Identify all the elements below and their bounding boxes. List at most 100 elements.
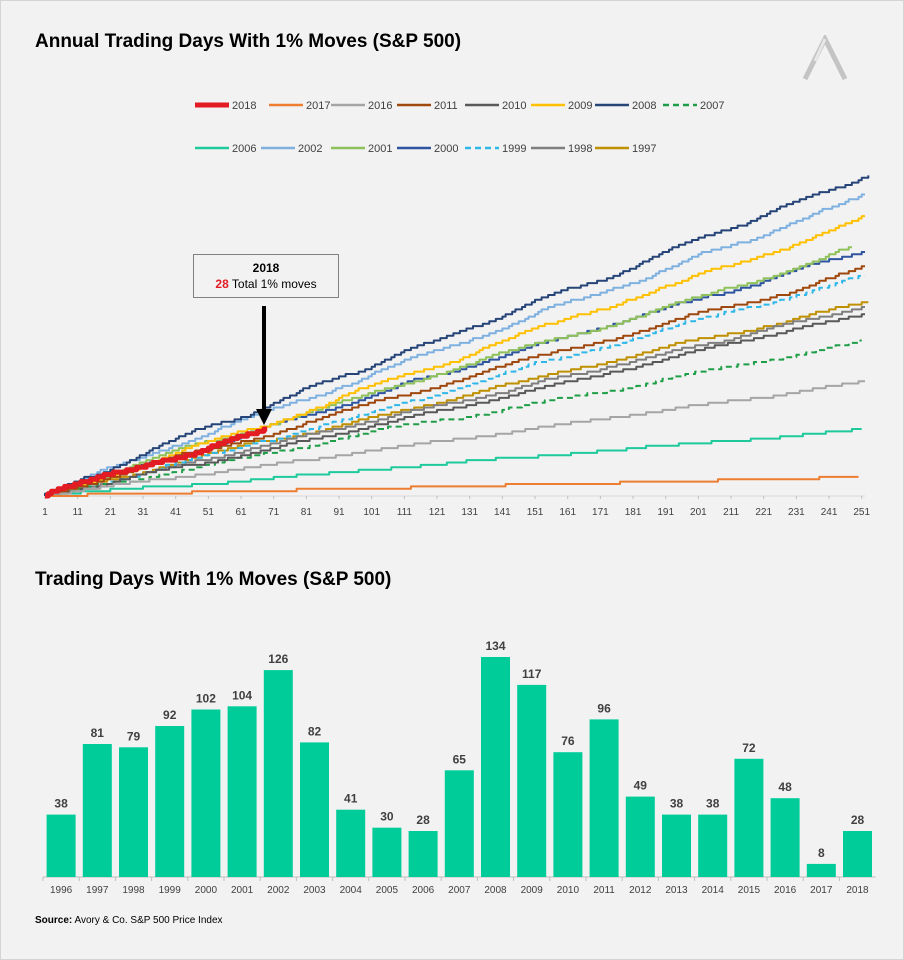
bar-value-label: 79 bbox=[127, 729, 141, 743]
bar-category-label: 2002 bbox=[267, 885, 290, 896]
x-tick-label: 71 bbox=[268, 507, 280, 518]
bar-category-label: 2001 bbox=[231, 885, 254, 896]
bar-value-label: 48 bbox=[778, 780, 792, 794]
x-tick-label: 211 bbox=[723, 507, 739, 518]
bar-2015 bbox=[734, 758, 764, 877]
legend-label: 2008 bbox=[632, 100, 656, 112]
series-line-1998 bbox=[45, 306, 865, 497]
callout-text: Total 1% moves bbox=[231, 277, 317, 291]
legend-label: 2007 bbox=[700, 100, 724, 112]
bar-value-label: 134 bbox=[485, 639, 505, 653]
bar-value-label: 117 bbox=[522, 667, 542, 681]
bar-category-label: 2003 bbox=[303, 885, 326, 896]
x-tick-label: 61 bbox=[235, 507, 247, 518]
bar-category-label: 2010 bbox=[557, 885, 580, 896]
bar-2006 bbox=[408, 831, 438, 877]
series-line-2008 bbox=[44, 175, 870, 496]
bar-2018 bbox=[843, 831, 872, 877]
bar-2003 bbox=[300, 742, 329, 877]
legend-item: 2008 bbox=[595, 100, 656, 112]
bar-2008 bbox=[481, 657, 510, 877]
legend-label: 2002 bbox=[298, 143, 322, 155]
legend-item: 2009 bbox=[531, 100, 592, 112]
source-text: Avory & Co. S&P 500 Price Index bbox=[72, 915, 223, 926]
bar-value-label: 49 bbox=[634, 779, 648, 793]
bar-2011 bbox=[589, 719, 619, 877]
source-note: Source: Avory & Co. S&P 500 Price Index bbox=[35, 915, 223, 926]
legend-item: 1998 bbox=[531, 143, 592, 155]
legend-item: 2001 bbox=[331, 143, 392, 155]
x-tick-label: 91 bbox=[333, 507, 345, 518]
legend-item: 2018 bbox=[195, 100, 256, 112]
series-line-2010 bbox=[45, 313, 865, 497]
legend-label: 2016 bbox=[368, 100, 392, 112]
series-line-2018 bbox=[45, 426, 268, 499]
bar-value-label: 76 bbox=[561, 734, 575, 748]
x-tick-label: 131 bbox=[461, 507, 478, 518]
bar-2012 bbox=[625, 796, 655, 877]
bar-category-label: 2015 bbox=[738, 885, 761, 896]
x-tick-label: 31 bbox=[137, 507, 149, 518]
bar-category-label: 1998 bbox=[122, 885, 145, 896]
legend-label: 2010 bbox=[502, 100, 526, 112]
legend-item: 2010 bbox=[465, 100, 526, 112]
x-tick-label: 151 bbox=[527, 507, 544, 518]
bar-2007 bbox=[444, 770, 474, 877]
bar-value-label: 41 bbox=[344, 792, 358, 806]
legend-item: 2000 bbox=[397, 143, 458, 155]
legend-label: 1999 bbox=[502, 143, 526, 155]
x-tick-label: 171 bbox=[592, 507, 609, 518]
bar-category-label: 2016 bbox=[774, 885, 797, 896]
x-tick-label: 201 bbox=[690, 507, 707, 518]
legend-label: 2000 bbox=[434, 143, 458, 155]
bar-value-label: 96 bbox=[597, 701, 611, 715]
bar-2002 bbox=[263, 670, 293, 877]
bar-value-label: 38 bbox=[706, 797, 720, 811]
x-tick-label: 141 bbox=[494, 507, 511, 518]
callout-year: 2018 bbox=[252, 261, 280, 275]
series-line-2002 bbox=[45, 193, 865, 497]
legend-item: 2006 bbox=[195, 143, 256, 155]
x-tick-label: 191 bbox=[657, 507, 674, 518]
brand-logo-icon bbox=[802, 35, 848, 81]
bar-1999 bbox=[155, 726, 185, 877]
callout-count: 28 bbox=[215, 277, 229, 291]
bar-category-label: 2018 bbox=[846, 885, 869, 896]
x-tick-label: 81 bbox=[301, 507, 313, 518]
bar-category-label: 2008 bbox=[484, 885, 507, 896]
legend-label: 2018 bbox=[232, 100, 256, 112]
bar-category-label: 2012 bbox=[629, 885, 652, 896]
chart1-title: Annual Trading Days With 1% Moves (S&P 5… bbox=[35, 31, 462, 52]
bar-value-label: 38 bbox=[54, 797, 68, 811]
legend-label: 2017 bbox=[306, 100, 330, 112]
bar-2004 bbox=[336, 809, 366, 877]
bar-value-label: 82 bbox=[308, 724, 322, 738]
bar-2000 bbox=[191, 709, 221, 877]
bar-category-label: 2011 bbox=[593, 885, 615, 896]
legend-item: 1999 bbox=[465, 143, 526, 155]
bar-2005 bbox=[372, 827, 402, 877]
series-line-2006 bbox=[45, 428, 862, 497]
bar-value-label: 30 bbox=[380, 810, 394, 824]
legend-item: 2007 bbox=[663, 100, 724, 112]
legend-item: 2011 bbox=[397, 100, 458, 112]
bar-value-label: 92 bbox=[163, 708, 177, 722]
bar-1997 bbox=[82, 744, 112, 877]
legend-label: 2001 bbox=[368, 143, 392, 155]
callout-arrowhead bbox=[256, 409, 272, 425]
series-line-2016 bbox=[45, 380, 865, 497]
callout-2018: 2018 28 Total 1% moves bbox=[193, 254, 339, 298]
bar-category-label: 2000 bbox=[195, 885, 218, 896]
x-tick-label: 221 bbox=[755, 507, 772, 518]
bar-2009 bbox=[517, 684, 547, 877]
series-line-2007 bbox=[45, 339, 862, 497]
bar-category-label: 1999 bbox=[159, 885, 182, 896]
legend-label: 1998 bbox=[568, 143, 592, 155]
x-tick-label: 161 bbox=[559, 507, 576, 518]
legend-item: 2016 bbox=[331, 100, 392, 112]
bar-1998 bbox=[119, 747, 148, 877]
x-tick-label: 11 bbox=[72, 507, 83, 518]
legend-label: 1997 bbox=[632, 143, 656, 155]
x-tick-label: 41 bbox=[170, 507, 182, 518]
